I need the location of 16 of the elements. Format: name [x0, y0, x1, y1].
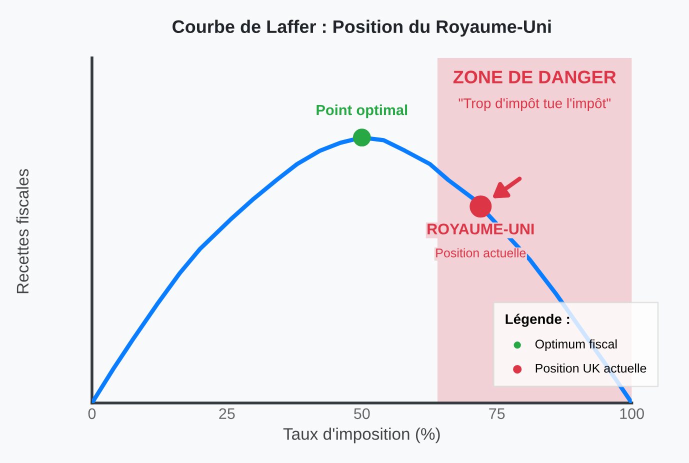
x-tick-label: 75: [489, 408, 505, 420]
annotation: Point optimal: [316, 104, 408, 118]
x-tick-label: 0: [88, 408, 96, 420]
legend-label: Position UK actuelle: [536, 363, 646, 373]
x-tick-label: 25: [219, 408, 235, 420]
legend-title: Légende :: [506, 314, 570, 327]
chart-title: Courbe de Laffer : Position du Royaume-Uni: [172, 20, 551, 37]
y-axis-title: Recettes fiscales: [16, 169, 29, 294]
x-tick-label: 100: [620, 408, 644, 420]
annotation: Position actuelle: [436, 248, 526, 258]
band-label: ZONE DE DANGER: [453, 70, 616, 84]
legend-label: Optimum fiscal: [535, 339, 617, 351]
x-axis-title: Taux d'imposition (%): [283, 428, 440, 444]
x-tick-label: 50: [354, 408, 370, 420]
annotation: ROYAUME-UNI: [428, 224, 534, 234]
text: "Trop d'impôt tue l'impôt": [458, 98, 610, 111]
